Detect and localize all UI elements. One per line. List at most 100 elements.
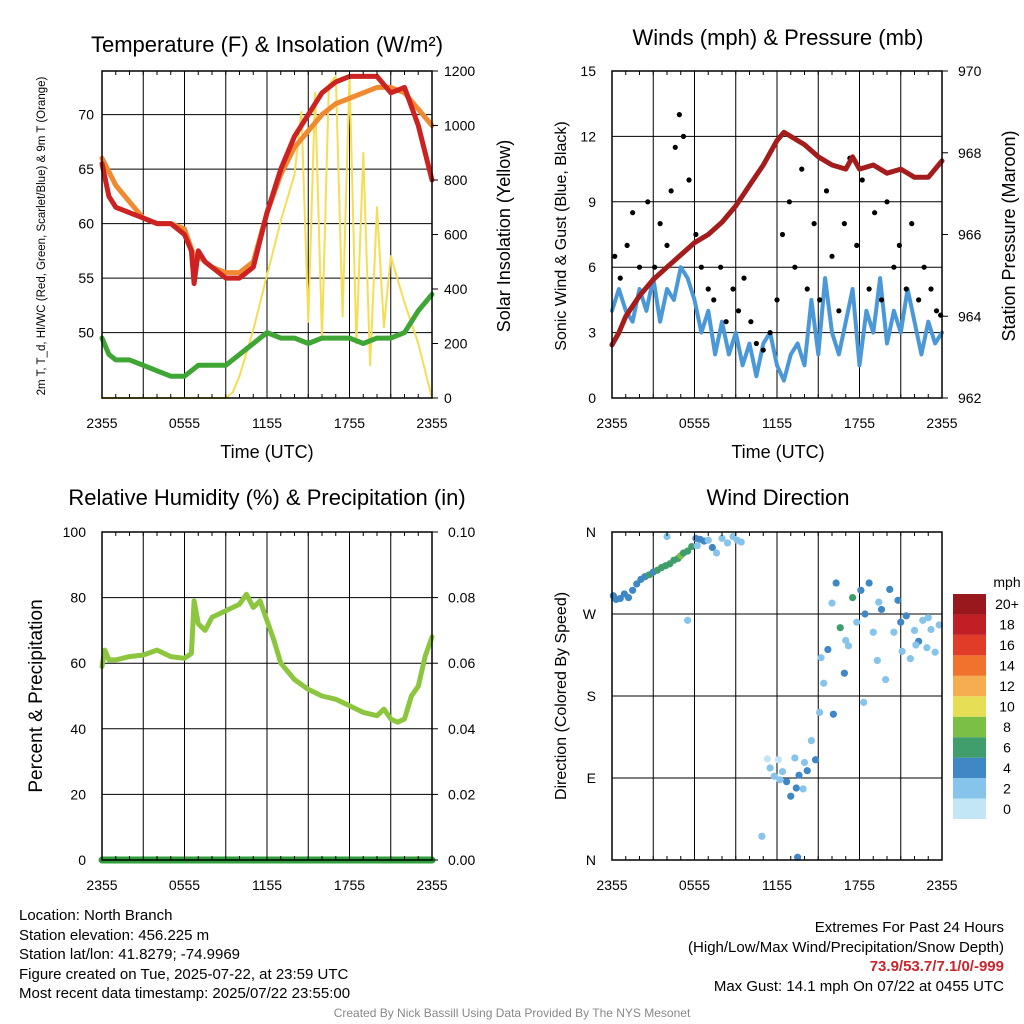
y-tick-label-right: 964 — [958, 308, 982, 324]
y-tick-label-right: 970 — [958, 63, 982, 79]
direction-point — [633, 580, 641, 588]
direction-point — [890, 628, 898, 636]
colorbar-label: 0 — [1003, 801, 1011, 817]
gust-point — [624, 242, 630, 248]
direction-point — [935, 621, 943, 629]
x-tick-label: 1155 — [252, 877, 282, 893]
direction-point — [799, 785, 807, 793]
gust-point — [916, 297, 922, 303]
colorbar-title: mph — [993, 574, 1020, 590]
direction-point — [842, 636, 850, 645]
y-tick-label-right: 600 — [444, 227, 468, 243]
speed-colorbar: 0 2 4 6 8 10 12 14 16 18 20+ — [953, 594, 1019, 819]
gust-point — [841, 221, 847, 227]
direction-point — [811, 756, 820, 764]
direction-point — [844, 642, 853, 650]
panel-title: Relative Humidity (%) & Precipitation (i… — [68, 485, 465, 510]
direction-point — [902, 612, 910, 620]
direction-point — [898, 647, 906, 655]
y-tick-label: 100 — [63, 524, 87, 540]
direction-point — [886, 585, 894, 594]
gust-point — [859, 177, 865, 183]
gust-point — [774, 297, 780, 303]
y-tick-label: 65 — [78, 161, 94, 177]
gust-point — [799, 166, 805, 172]
gust-point — [933, 308, 940, 314]
direction-point — [763, 755, 771, 763]
y-tick-label-right: 0.10 — [448, 524, 475, 540]
gust-point — [928, 286, 934, 292]
y-axis-label: Sonic Wind & Gust (Blue, Black) — [553, 121, 570, 350]
direction-point — [712, 549, 721, 557]
gust-point — [921, 264, 927, 270]
y-tick-label-right: 968 — [958, 145, 982, 161]
gust-point — [657, 221, 663, 227]
series-line-red — [99, 73, 435, 287]
y-tick-label-right: 1200 — [444, 63, 475, 79]
gust-point — [630, 210, 636, 216]
gust-point — [672, 144, 678, 150]
direction-point — [778, 768, 787, 776]
gust-point — [711, 297, 717, 303]
direction-point — [723, 539, 732, 547]
gust-point — [693, 231, 699, 238]
gust-point — [676, 112, 682, 118]
y-tick-label: N — [586, 852, 596, 868]
x-tick-label: 2355 — [86, 877, 117, 893]
gust-point — [730, 286, 736, 292]
x-tick-label: 2355 — [416, 415, 447, 431]
colorbar-swatch — [953, 757, 986, 779]
x-tick-label: 2355 — [416, 877, 447, 893]
y-tick-label-right: 962 — [958, 390, 982, 406]
y-axis-label: Direction (Colored By Speed) — [553, 592, 570, 800]
extremes-info: Extremes For Past 24 Hours (High/Low/Max… — [688, 918, 1004, 996]
direction-point — [829, 710, 837, 718]
gust-point — [792, 264, 798, 270]
y-tick-label: 50 — [78, 325, 94, 341]
y-axis-label-right: Solar Insolation (Yellow) — [494, 140, 514, 332]
gust-point — [741, 275, 747, 281]
colorbar-swatch — [953, 614, 986, 635]
direction-point — [877, 605, 886, 614]
colorbar-swatch — [953, 737, 986, 758]
gust-point — [884, 199, 890, 205]
gust-point — [636, 264, 643, 270]
x-tick-label: 2355 — [596, 415, 627, 431]
gust-point — [823, 188, 830, 194]
series-line-pressure — [609, 129, 945, 348]
colorbar-swatch — [953, 594, 986, 615]
y-axis-label: 2m T, T_d, HI/WC (Red, Green, Scarlet/Bl… — [36, 76, 48, 395]
gust-point — [903, 286, 909, 292]
x-tick-label: 2355 — [926, 877, 957, 893]
direction-point — [794, 853, 802, 861]
direction-point — [624, 594, 633, 602]
y-tick-label-right: 400 — [444, 281, 468, 297]
direction-point — [616, 594, 624, 603]
gust-point — [698, 264, 704, 270]
y-tick-label: 60 — [78, 216, 94, 232]
gust-point — [753, 340, 759, 347]
colorbar-label: 6 — [1003, 739, 1011, 755]
gust-point — [909, 221, 915, 227]
colorbar-label: 16 — [999, 637, 1015, 653]
x-tick-label: 1155 — [762, 415, 792, 431]
created-text: Figure created on Tue, 2025-07-22, at 23… — [19, 965, 349, 983]
extremes-subtitle: (High/Low/Max Wind/Precipitation/Snow De… — [688, 938, 1004, 956]
gust-point — [748, 319, 754, 325]
direction-point — [766, 764, 774, 772]
gust-point — [866, 286, 872, 292]
station-info: Location: North Branch Station elevation… — [19, 906, 350, 1004]
gust-point — [718, 264, 724, 270]
x-axis-label: Time (UTC) — [220, 442, 313, 462]
direction-point — [861, 610, 869, 618]
colorbar-swatch — [953, 655, 986, 676]
gust-point — [668, 188, 674, 194]
gust-point — [705, 286, 711, 292]
gust-point — [779, 231, 786, 238]
humidity-panel: Relative Humidity (%) & Precipitation (i… — [26, 485, 475, 893]
y-tick-label: 9 — [588, 194, 596, 210]
recent-data-text: Most recent data timestamp: 2025/07/22 2… — [19, 985, 351, 1002]
direction-point — [663, 532, 671, 541]
gust-point — [854, 242, 860, 248]
